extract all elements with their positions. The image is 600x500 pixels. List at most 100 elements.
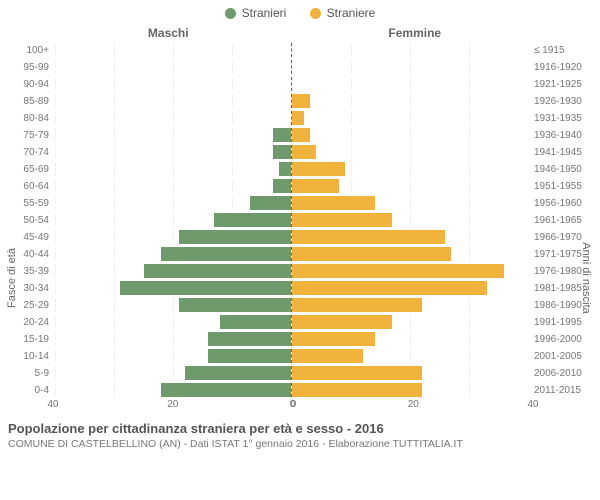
bar-container-male: [55, 349, 292, 363]
bar-male: [185, 366, 291, 380]
age-label: 75-79: [4, 130, 55, 141]
age-label: 50-54: [4, 215, 55, 226]
bar-container-male: [55, 315, 292, 329]
bar-container-male: [55, 264, 292, 278]
bar-male: [144, 264, 292, 278]
year-label: 1996-2000: [528, 334, 596, 345]
bar-container-male: [55, 366, 292, 380]
bar-male: [179, 298, 291, 312]
pyramid-row: 40-441971-1975: [4, 246, 596, 263]
bar-female: [292, 264, 504, 278]
age-label: 95-99: [4, 62, 55, 73]
age-label: 20-24: [4, 317, 55, 328]
bar-female: [292, 162, 345, 176]
bar-male: [120, 281, 291, 295]
bar-container-female: [292, 145, 528, 159]
bar-container-male: [55, 77, 292, 91]
bar-container-male: [55, 247, 292, 261]
bar-container-male: [55, 94, 292, 108]
bar-container-female: [292, 332, 528, 346]
legend-swatch-male: [225, 8, 236, 19]
legend-item-female: Straniere: [310, 6, 376, 20]
age-label: 0-4: [4, 385, 55, 396]
bar-female: [292, 366, 422, 380]
bar-container-female: [292, 94, 528, 108]
pyramid-chart: Fasce di età Anni di nascita 100+≤ 19159…: [0, 42, 600, 415]
bar-male: [220, 315, 291, 329]
bar-container-female: [292, 366, 528, 380]
pyramid-row: 15-19 1996-2000: [4, 331, 596, 348]
bar-container-male: [55, 111, 292, 125]
bar-female: [292, 247, 451, 261]
bar-container-female: [292, 281, 528, 295]
bar-container-male: [55, 145, 292, 159]
bar-container-male: [55, 43, 292, 57]
y-axis-title-right: Anni di nascita: [580, 242, 592, 314]
bar-female: [292, 145, 316, 159]
bar-container-male: [55, 179, 292, 193]
year-label: 1966-1970: [528, 232, 596, 243]
bar-container-male: [55, 162, 292, 176]
bar-container-female: [292, 128, 528, 142]
bar-container-male: [55, 213, 292, 227]
bar-female: [292, 213, 392, 227]
bar-female: [292, 315, 392, 329]
bar-container-female: [292, 77, 528, 91]
bar-container-male: [55, 281, 292, 295]
bar-female: [292, 179, 339, 193]
bar-female: [292, 230, 445, 244]
bar-container-female: [292, 213, 528, 227]
bar-male: [161, 247, 291, 261]
bar-male: [273, 179, 291, 193]
bar-female: [292, 94, 310, 108]
pyramid-row: 85-89 1926-1930: [4, 93, 596, 110]
bar-container-male: [55, 128, 292, 142]
age-label: 85-89: [4, 96, 55, 107]
year-label: 1921-1925: [528, 79, 596, 90]
bar-male: [279, 162, 291, 176]
bar-container-female: [292, 315, 528, 329]
bar-male: [214, 213, 291, 227]
bar-container-female: [292, 179, 528, 193]
bar-container-male: [55, 298, 292, 312]
bar-male: [179, 230, 291, 244]
chart-subtitle: COMUNE DI CASTELBELLINO (AN) - Dati ISTA…: [0, 436, 600, 450]
year-label: 1916-1920: [528, 62, 596, 73]
bar-container-female: [292, 383, 528, 397]
header-female: Femmine: [292, 26, 539, 40]
pyramid-row: 95-99 1916-1920: [4, 59, 596, 76]
legend: Stranieri Straniere: [0, 0, 600, 22]
year-label: 2011-2015: [528, 385, 596, 396]
bar-female: [292, 349, 363, 363]
age-label: 70-74: [4, 147, 55, 158]
age-label: 15-19: [4, 334, 55, 345]
bar-container-male: [55, 60, 292, 74]
bar-container-female: [292, 298, 528, 312]
bar-container-female: [292, 349, 528, 363]
header-male: Maschi: [45, 26, 292, 40]
bar-male: [208, 349, 291, 363]
chart-title: Popolazione per cittadinanza straniera p…: [0, 415, 600, 436]
pyramid-row: 5-9 2006-2010: [4, 365, 596, 382]
bar-male: [208, 332, 291, 346]
pyramid-row: 90-94 1921-1925: [4, 76, 596, 93]
year-label: 1926-1930: [528, 96, 596, 107]
legend-label-male: Stranieri: [242, 6, 287, 20]
age-label: 90-94: [4, 79, 55, 90]
legend-label-female: Straniere: [327, 6, 376, 20]
bar-female: [292, 298, 422, 312]
bar-male: [273, 145, 291, 159]
age-label: 65-69: [4, 164, 55, 175]
bar-female: [292, 332, 375, 346]
pyramid-row: 70-741941-1945: [4, 144, 596, 161]
year-label: 1961-1965: [528, 215, 596, 226]
pyramid-row: 50-54 1961-1965: [4, 212, 596, 229]
bar-container-male: [55, 332, 292, 346]
year-label: 1931-1935: [528, 113, 596, 124]
age-label: 5-9: [4, 368, 55, 379]
pyramid-row: 75-791936-1940: [4, 127, 596, 144]
year-label: 2006-2010: [528, 368, 596, 379]
pyramid-row: 25-291986-1990: [4, 297, 596, 314]
bar-female: [292, 196, 375, 210]
age-label: 55-59: [4, 198, 55, 209]
